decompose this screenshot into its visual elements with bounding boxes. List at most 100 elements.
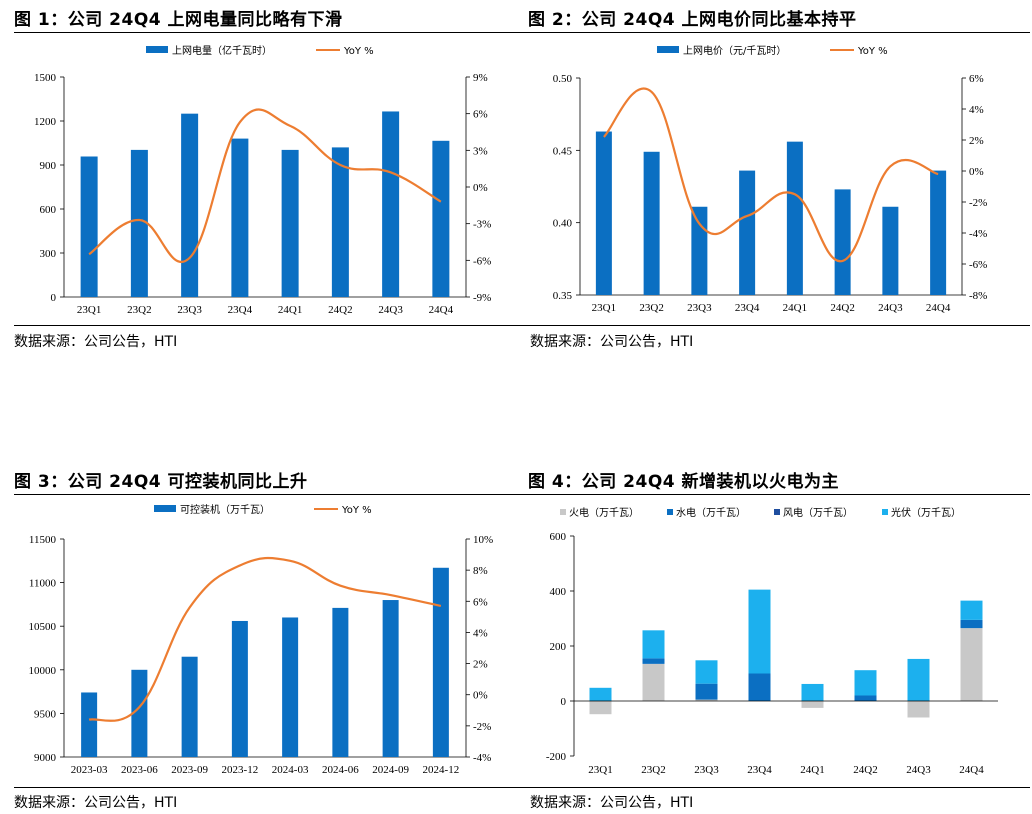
bar [432, 140, 450, 297]
y-tick-label: 0.45 [553, 145, 573, 157]
bar [643, 151, 660, 295]
x-tick-label: 23Q1 [77, 304, 101, 316]
bar [282, 617, 299, 757]
y-tick-label: 200 [550, 641, 567, 653]
bar [382, 600, 399, 757]
y-tick-label: 11500 [29, 534, 57, 546]
bar [786, 141, 803, 295]
yoy-line [88, 556, 442, 722]
x-tick-label: 23Q1 [588, 764, 612, 776]
x-tick-label: 24Q2 [830, 302, 854, 314]
legend-label: YoY % [343, 46, 374, 57]
legend-swatch-bar [657, 46, 679, 53]
y2-tick-label: 9% [473, 72, 488, 84]
x-tick-label: 23Q2 [127, 304, 151, 316]
legend-label: 可控装机（万千瓦） [180, 503, 270, 516]
y-tick-label: 0.50 [553, 73, 573, 85]
stacked-bar-segment [642, 658, 665, 664]
chart-title: 图 4：公司 24Q4 新增装机以火电为主 [528, 472, 840, 492]
x-tick-label: 23Q4 [228, 304, 253, 316]
legend-label: 火电（万千瓦） [569, 506, 639, 519]
legend-label: 光伏（万千瓦） [891, 506, 961, 519]
stacked-bar-segment [801, 683, 824, 701]
chart-4: 火电（万千瓦） 水电（万千瓦） 风电（万千瓦） 光伏（万千瓦） -200 0 200 400 6… [546, 506, 998, 776]
y2-tick-label: -8% [969, 290, 987, 302]
x-tick-label: 23Q3 [177, 304, 202, 316]
x-tick-label: 24Q1 [800, 764, 824, 776]
y-tick-label: 400 [550, 586, 567, 598]
y2-tick-label: 2% [969, 135, 984, 147]
y2-tick-label: 0% [473, 690, 488, 702]
y2-tick-label: -9% [473, 292, 491, 304]
y-tick-label: 10500 [29, 621, 57, 633]
divider [14, 32, 522, 33]
chart-3: 可控装机（万千瓦） YoY % 9000 9500 10000 10500 11000 115… [29, 503, 494, 776]
legend-swatch [560, 509, 566, 515]
stacked-bar-segment [642, 630, 665, 659]
chart-title: 图 3：公司 24Q4 可控装机同比上升 [14, 472, 308, 492]
y-tick-label: 1200 [34, 116, 57, 128]
y-tick-label: 1500 [34, 72, 57, 84]
stacked-bar-segment [695, 683, 718, 700]
y-tick-label: 11000 [29, 578, 57, 590]
x-tick-label: 24Q3 [378, 304, 403, 316]
x-tick-label: 24Q3 [878, 302, 903, 314]
x-tick-label: 23Q2 [639, 302, 663, 314]
stacked-bar-segment [960, 628, 983, 701]
x-tick-label: 24Q4 [926, 302, 951, 314]
x-tick-label: 24Q1 [783, 302, 807, 314]
legend-label: 上网电量（亿千瓦时） [172, 44, 272, 57]
x-tick-label: 24Q2 [853, 764, 877, 776]
stacked-bar-segment [960, 619, 983, 629]
stacked-bar-segment [907, 701, 930, 718]
legend-label: 水电（万千瓦） [676, 506, 746, 519]
x-tick-label: 23Q1 [592, 302, 616, 314]
y-tick-label: -200 [546, 751, 567, 763]
x-tick-label: 2024-09 [372, 764, 409, 776]
bar [131, 669, 148, 757]
chart-title: 图 1：公司 24Q4 上网电量同比略有下滑 [14, 10, 343, 30]
legend-swatch [774, 509, 780, 515]
bar [331, 147, 349, 297]
divider [522, 787, 1030, 788]
y-tick-label: 0.40 [553, 218, 573, 230]
bar [739, 170, 756, 295]
x-tick-label: 2023-03 [71, 764, 108, 776]
x-tick-label: 24Q4 [959, 764, 984, 776]
y-tick-label: 10000 [29, 665, 57, 677]
chart-2: 上网电价（元/千瓦时） YoY % 0.35 0.40 0.45 0.50 -8% -6% -4… [553, 44, 988, 314]
bar [80, 156, 98, 297]
divider [14, 325, 522, 326]
y2-tick-label: 0% [969, 166, 984, 178]
chart-title: 图 2：公司 24Q4 上网电价同比基本持平 [528, 10, 857, 30]
bar [130, 149, 148, 297]
y2-tick-label: -4% [969, 228, 987, 240]
bar [332, 607, 349, 757]
y2-tick-label: -6% [969, 259, 987, 271]
bar [382, 111, 400, 297]
x-tick-label: 2024-06 [322, 764, 359, 776]
divider [14, 787, 522, 788]
bar [231, 620, 248, 757]
bar [281, 149, 299, 297]
stacked-bar-segment [854, 695, 877, 701]
stacked-bar-segment [907, 658, 930, 701]
yoy-line [603, 87, 939, 263]
y2-tick-label: 6% [473, 109, 488, 121]
x-tick-label: 2023-12 [222, 764, 259, 776]
y2-tick-label: 3% [473, 145, 488, 157]
x-tick-label: 23Q4 [747, 764, 772, 776]
y-tick-label: 600 [40, 204, 57, 216]
x-tick-label: 23Q3 [694, 764, 719, 776]
x-tick-label: 23Q2 [641, 764, 665, 776]
bar [432, 567, 449, 757]
y2-tick-label: 0% [473, 182, 488, 194]
y2-tick-label: 4% [969, 104, 984, 116]
y2-tick-label: 6% [969, 73, 984, 85]
stacked-bar-segment [960, 600, 983, 620]
y2-tick-label: -4% [473, 752, 491, 764]
y-tick-label: 300 [40, 248, 57, 260]
stacked-bar-segment [748, 589, 771, 674]
y2-tick-label: -3% [473, 219, 491, 231]
x-tick-label: 2023-09 [171, 764, 208, 776]
